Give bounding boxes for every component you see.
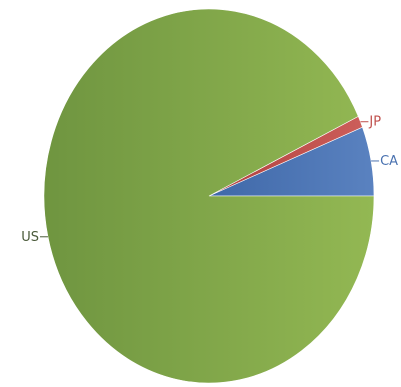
- pie-slices: [43, 8, 375, 384]
- slice-label-us: US: [21, 230, 39, 245]
- slice-label-ca: CA: [380, 154, 398, 169]
- slice-label-jp: JP: [368, 115, 381, 130]
- pie-slice-us: [43, 8, 375, 384]
- pie-labels: CA JP US: [21, 115, 398, 245]
- pie-leader-lines: [39, 121, 380, 238]
